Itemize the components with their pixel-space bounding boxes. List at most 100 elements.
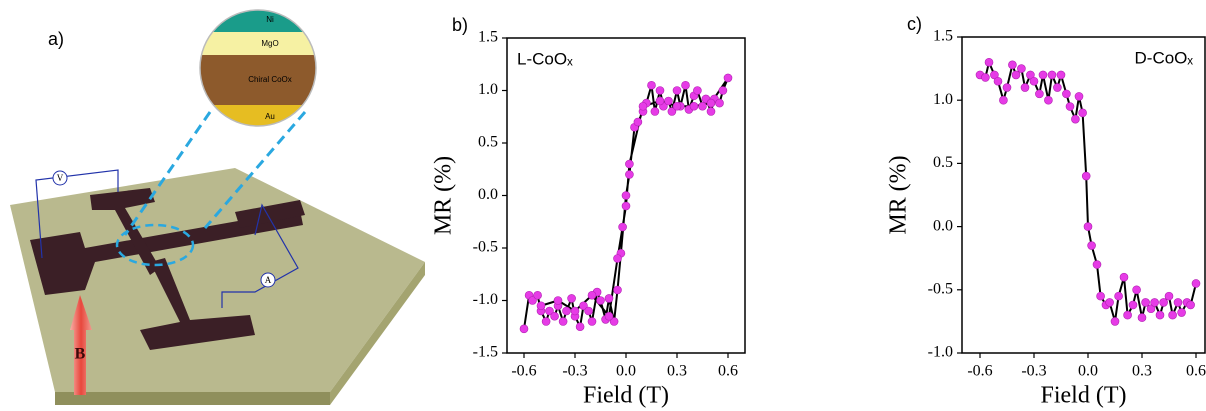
zoom-line xyxy=(203,111,307,229)
data-point xyxy=(1002,83,1012,92)
y-tick-label: -0.5 xyxy=(473,239,498,256)
data-point xyxy=(689,101,699,111)
data-point xyxy=(715,98,724,108)
data-point xyxy=(984,57,994,67)
x-tick-label: -0.3 xyxy=(562,363,587,380)
schematic: a) Ni MgO Chiral CoOx Au V A B xyxy=(10,9,425,405)
data-point xyxy=(1128,300,1138,310)
zoom-line xyxy=(123,111,212,236)
data-point xyxy=(1081,171,1091,181)
data-point xyxy=(1105,298,1114,307)
data-point xyxy=(562,306,571,316)
data-point xyxy=(993,76,1003,86)
panel-label: b) xyxy=(452,15,468,35)
data-point xyxy=(558,317,568,326)
data-point xyxy=(633,117,643,127)
panel-label: c) xyxy=(907,14,922,34)
data-point xyxy=(706,107,716,116)
data-point xyxy=(613,285,622,295)
layer-label: MgO xyxy=(261,39,278,48)
data-point xyxy=(1159,298,1168,307)
data-point xyxy=(1132,285,1141,295)
ammeter xyxy=(260,272,276,288)
substrate-edge xyxy=(55,392,330,405)
data-point xyxy=(681,80,690,90)
data-point xyxy=(1065,102,1075,111)
y-tick-label: 0.0 xyxy=(933,217,953,234)
ammeter-label: A xyxy=(265,275,272,285)
y-tick-label: 0.5 xyxy=(933,154,953,171)
data-point xyxy=(528,296,537,305)
data-point xyxy=(638,101,648,111)
data-point xyxy=(1078,108,1087,118)
y-tick-label: -1.0 xyxy=(473,291,498,308)
y-axis-label: MR (%) xyxy=(886,155,912,234)
data-point xyxy=(1047,70,1057,80)
data-point xyxy=(1038,70,1048,80)
hall-bar-vertical xyxy=(90,188,160,275)
annotation: D-CoOₓ xyxy=(1135,48,1194,67)
data-point xyxy=(655,96,665,106)
data-point xyxy=(1071,114,1080,124)
data-point xyxy=(999,95,1008,105)
data-point xyxy=(567,294,576,303)
substrate xyxy=(10,168,425,392)
data-point xyxy=(1150,298,1159,307)
substrate-side xyxy=(330,262,425,405)
data-point xyxy=(706,98,716,108)
data-point xyxy=(672,101,682,111)
y-tick-label: -1.0 xyxy=(928,344,953,361)
data-point xyxy=(609,317,619,326)
data-point xyxy=(604,311,614,321)
data-point xyxy=(621,191,631,200)
data-point xyxy=(1011,70,1021,80)
plot-frame xyxy=(961,36,1206,354)
data-point xyxy=(1191,279,1201,288)
hall-bar-horizontal xyxy=(30,210,303,295)
data-point xyxy=(1141,298,1150,307)
layer-label: Au xyxy=(265,112,275,121)
data-point xyxy=(1008,60,1017,70)
data-point xyxy=(1035,89,1044,99)
series-line xyxy=(979,59,1197,322)
data-point xyxy=(1087,241,1096,250)
inset-border xyxy=(199,9,317,127)
data-point xyxy=(698,101,707,111)
data-point xyxy=(718,86,728,95)
data-point xyxy=(647,80,656,90)
x-tick-label: 0.0 xyxy=(1078,363,1098,380)
data-point xyxy=(621,201,631,211)
y-tick-label: 1.0 xyxy=(933,91,953,108)
y-tick-label: 0.5 xyxy=(478,134,498,151)
data-point xyxy=(596,296,605,305)
data-point xyxy=(655,86,665,95)
data-point xyxy=(1096,291,1105,301)
y-axis-label: MR (%) xyxy=(431,156,457,235)
focus-ellipse xyxy=(115,223,195,267)
layer xyxy=(200,10,316,32)
data-point xyxy=(693,86,702,95)
layer-label: Ni xyxy=(266,15,274,24)
x-tick-label: 0.0 xyxy=(616,363,636,380)
pad xyxy=(235,200,305,228)
data-point xyxy=(1177,308,1186,317)
data-point xyxy=(541,317,551,326)
data-point xyxy=(570,306,580,316)
data-point xyxy=(667,107,677,116)
data-point xyxy=(1110,317,1120,326)
data-point xyxy=(533,290,542,300)
field-arrow xyxy=(70,295,92,395)
data-point xyxy=(625,159,634,169)
data-point xyxy=(650,107,660,116)
y-tick-label: 1.0 xyxy=(478,81,498,98)
data-point xyxy=(519,324,529,334)
annotation: L-CoOₓ xyxy=(517,49,573,68)
x-tick-label: 0.6 xyxy=(718,363,738,380)
x-axis-label: Field (T) xyxy=(1041,383,1127,409)
data-point xyxy=(1164,291,1174,301)
data-point xyxy=(1123,310,1132,320)
data-point xyxy=(1186,300,1195,310)
layer-label: Chiral CoOx xyxy=(248,75,292,84)
